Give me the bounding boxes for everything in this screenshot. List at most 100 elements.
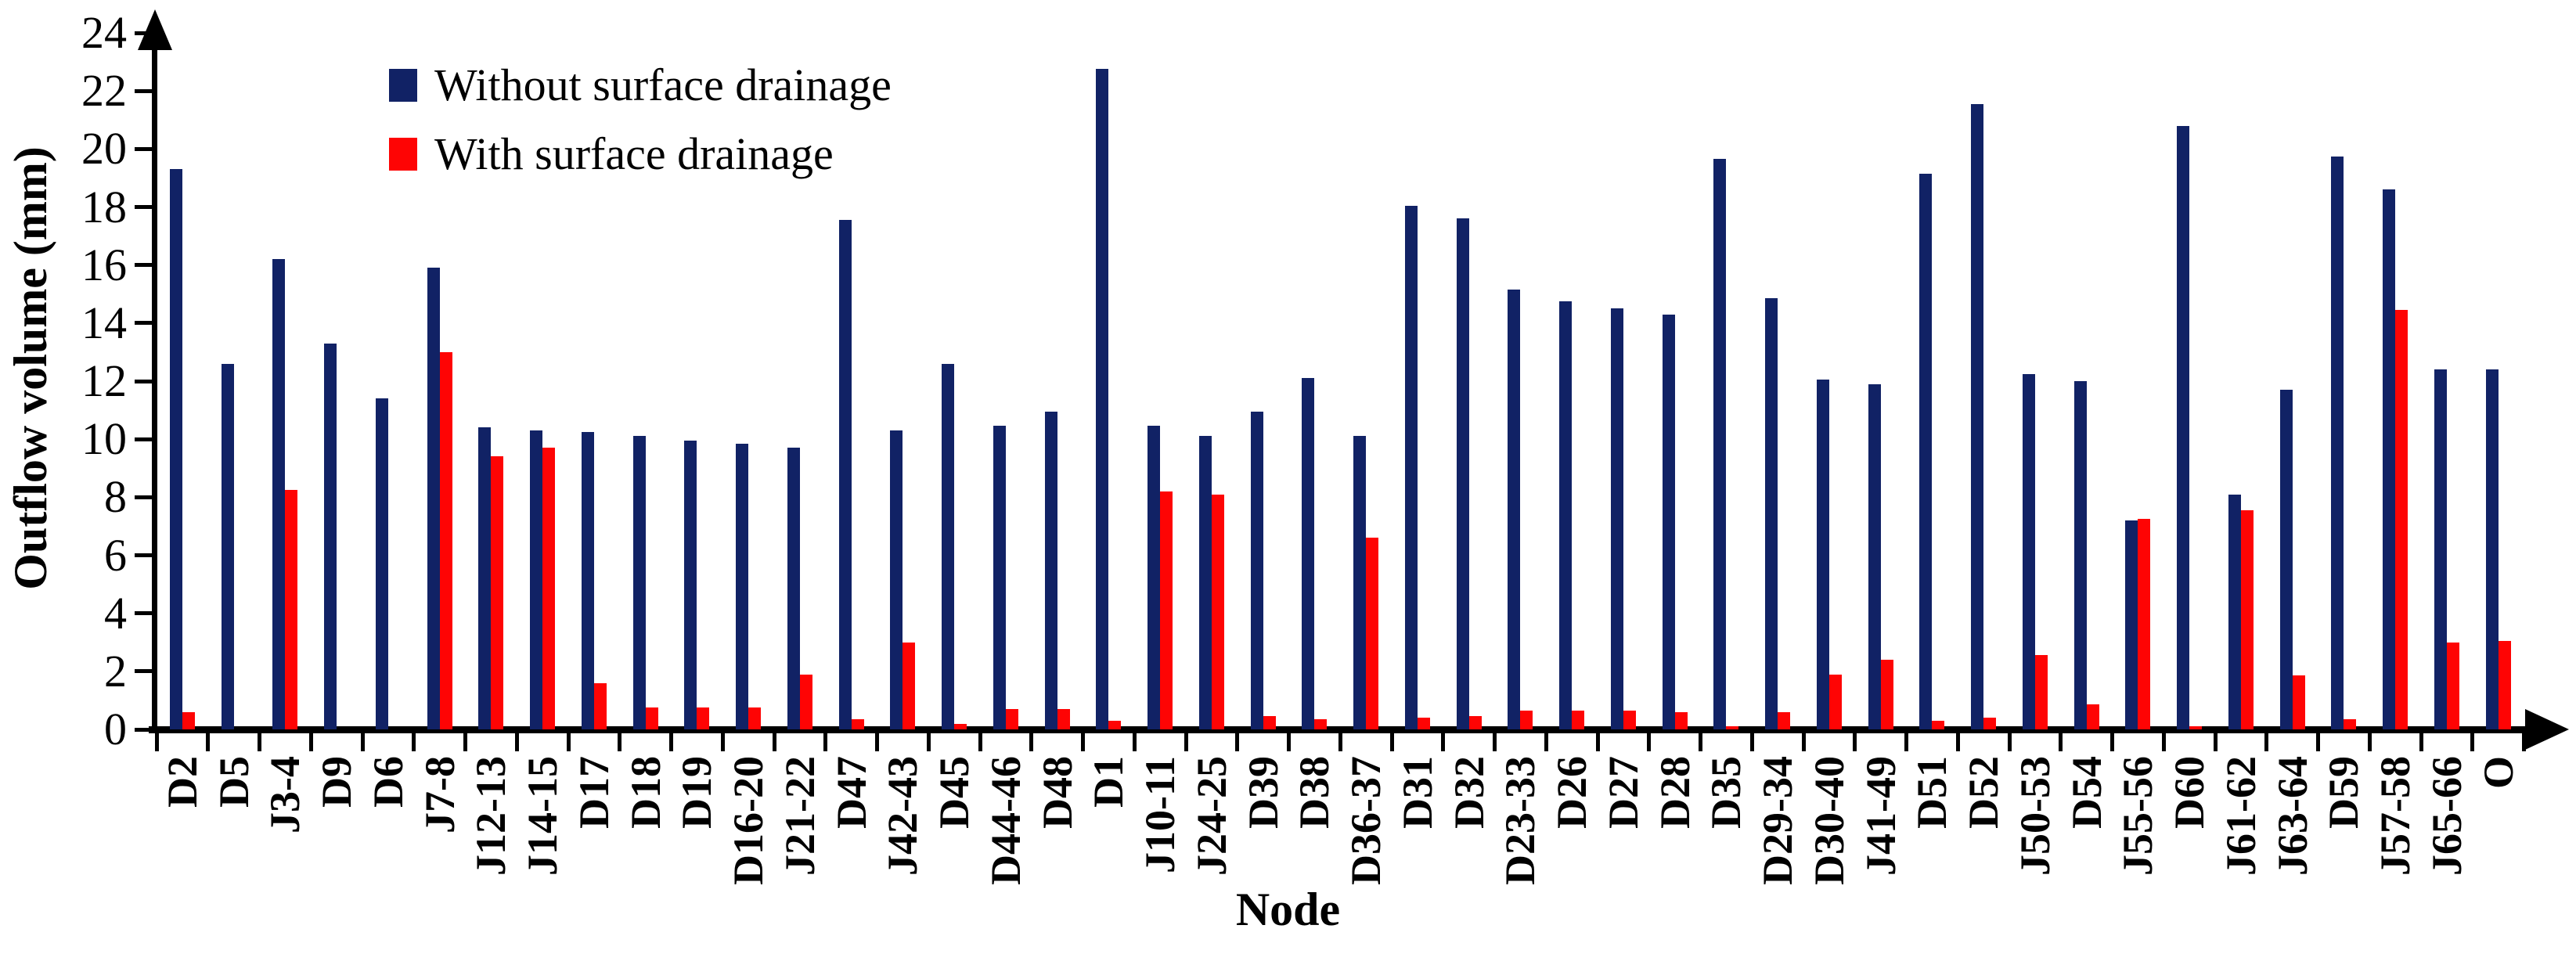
x-category-label-D1: D1 bbox=[1085, 756, 1133, 808]
legend-item-without-surface-drainage: Without surface drainage bbox=[389, 61, 892, 110]
x-tick-30 bbox=[1699, 733, 1702, 751]
y-tick-20 bbox=[135, 146, 154, 151]
bar-with-J61-62 bbox=[2240, 510, 2254, 729]
y-tick-16 bbox=[135, 263, 154, 268]
legend-label-without: Without surface drainage bbox=[434, 59, 892, 110]
bar-without-D36-37 bbox=[1353, 436, 1367, 729]
x-category-label-J41-49: J41-49 bbox=[1857, 756, 1904, 876]
x-tick-10 bbox=[669, 733, 673, 751]
bar-without-J41-49 bbox=[1868, 383, 1881, 729]
x-category-label-J24-25: J24-25 bbox=[1187, 756, 1235, 876]
x-category-label-D51: D51 bbox=[1908, 756, 1956, 829]
x-category-label-D36-37: D36-37 bbox=[1342, 756, 1390, 885]
x-category-label-J63-64: J63-64 bbox=[2268, 756, 2316, 876]
y-tick-2 bbox=[135, 669, 154, 674]
bar-with-J10-11 bbox=[1160, 491, 1173, 729]
y-tick-label-0: 0 bbox=[104, 704, 127, 754]
x-category-label-D27: D27 bbox=[1599, 756, 1647, 829]
x-tick-17 bbox=[1029, 733, 1034, 751]
bar-without-D48 bbox=[1044, 411, 1057, 729]
bar-with-D48 bbox=[1057, 709, 1070, 729]
x-tick-19 bbox=[1132, 733, 1137, 751]
bar-without-D2 bbox=[169, 169, 182, 729]
bar-without-J7-8 bbox=[427, 268, 440, 729]
y-tick-label-24: 24 bbox=[81, 7, 127, 58]
bar-without-D28 bbox=[1662, 314, 1675, 729]
x-category-label-D18: D18 bbox=[621, 756, 669, 829]
x-category-label-D29-34: D29-34 bbox=[1754, 756, 1802, 885]
x-tick-29 bbox=[1647, 733, 1652, 751]
x-tick-6 bbox=[463, 733, 467, 751]
bar-with-D17 bbox=[593, 682, 607, 729]
x-tick-21 bbox=[1235, 733, 1240, 751]
x-category-label-D19: D19 bbox=[673, 756, 721, 829]
bar-with-J50-53 bbox=[2034, 655, 2048, 729]
x-tick-44 bbox=[2419, 733, 2423, 751]
x-category-label-D35: D35 bbox=[1702, 756, 1750, 829]
x-category-label-D5: D5 bbox=[210, 756, 258, 808]
x-tick-16 bbox=[978, 733, 982, 751]
x-tick-4 bbox=[360, 733, 365, 751]
x-category-label-D9: D9 bbox=[313, 756, 361, 808]
x-category-label-D47: D47 bbox=[827, 756, 875, 829]
y-tick-label-6: 6 bbox=[104, 529, 127, 581]
x-tick-27 bbox=[1544, 733, 1548, 751]
bar-without-D30-40 bbox=[1816, 380, 1829, 729]
bar-without-D32 bbox=[1456, 218, 1469, 729]
bar-with-D54 bbox=[2086, 704, 2099, 729]
bar-without-D60 bbox=[2177, 125, 2190, 729]
x-tick-46 bbox=[2522, 733, 2526, 751]
x-tick-41 bbox=[2264, 733, 2269, 751]
x-tick-26 bbox=[1493, 733, 1497, 751]
bar-with-D1 bbox=[1108, 720, 1122, 729]
x-axis-title: Node bbox=[1235, 884, 1341, 935]
bar-without-D23-33 bbox=[1508, 290, 1521, 729]
bar-without-D38 bbox=[1302, 378, 1315, 729]
x-tick-22 bbox=[1287, 733, 1291, 751]
bar-with-J3-4 bbox=[285, 490, 298, 729]
x-category-label-D17: D17 bbox=[570, 756, 618, 829]
x-tick-31 bbox=[1749, 733, 1754, 751]
bar-with-D51 bbox=[1932, 720, 1945, 729]
x-tick-33 bbox=[1853, 733, 1857, 751]
y-tick-label-16: 16 bbox=[81, 239, 127, 290]
bar-without-D44-46 bbox=[993, 426, 1006, 729]
bar-without-D29-34 bbox=[1765, 298, 1778, 729]
y-tick-label-8: 8 bbox=[104, 471, 127, 523]
x-category-label-D39: D39 bbox=[1239, 756, 1287, 829]
x-tick-39 bbox=[2161, 733, 2166, 751]
bar-without-D19 bbox=[684, 441, 697, 729]
x-category-label-D48: D48 bbox=[1033, 756, 1081, 829]
bar-without-O bbox=[2485, 369, 2499, 729]
x-tick-18 bbox=[1081, 733, 1085, 751]
x-tick-13 bbox=[823, 733, 828, 751]
bar-without-J55-56 bbox=[2125, 520, 2138, 729]
bar-without-D16-20 bbox=[736, 443, 749, 729]
legend-swatch-with-icon bbox=[389, 138, 417, 171]
bar-without-D1 bbox=[1096, 69, 1109, 729]
x-category-label-D2: D2 bbox=[158, 756, 206, 808]
bar-without-D39 bbox=[1250, 411, 1263, 729]
x-category-label-D45: D45 bbox=[931, 756, 978, 829]
bar-with-J14-15 bbox=[542, 448, 556, 729]
y-tick-8 bbox=[135, 495, 154, 499]
x-category-label-D38: D38 bbox=[1291, 756, 1338, 829]
x-tick-40 bbox=[2213, 733, 2218, 751]
x-category-label-J12-13: J12-13 bbox=[467, 756, 515, 876]
bar-without-D17 bbox=[581, 431, 594, 729]
legend-item-with-surface-drainage: With surface drainage bbox=[389, 130, 892, 178]
x-category-label-D31: D31 bbox=[1393, 756, 1441, 829]
bar-with-D16-20 bbox=[748, 707, 762, 729]
bar-with-D59 bbox=[2344, 719, 2357, 729]
bar-without-J42-43 bbox=[890, 430, 903, 729]
bar-without-J50-53 bbox=[2022, 373, 2035, 729]
x-tick-42 bbox=[2316, 733, 2320, 751]
bar-with-D18 bbox=[645, 707, 658, 729]
bar-with-J12-13 bbox=[491, 456, 504, 729]
bar-without-D47 bbox=[838, 220, 852, 729]
bar-with-D39 bbox=[1263, 716, 1276, 729]
bar-without-J12-13 bbox=[478, 427, 492, 729]
x-category-label-D44-46: D44-46 bbox=[982, 756, 1029, 885]
bar-without-D45 bbox=[942, 363, 955, 729]
